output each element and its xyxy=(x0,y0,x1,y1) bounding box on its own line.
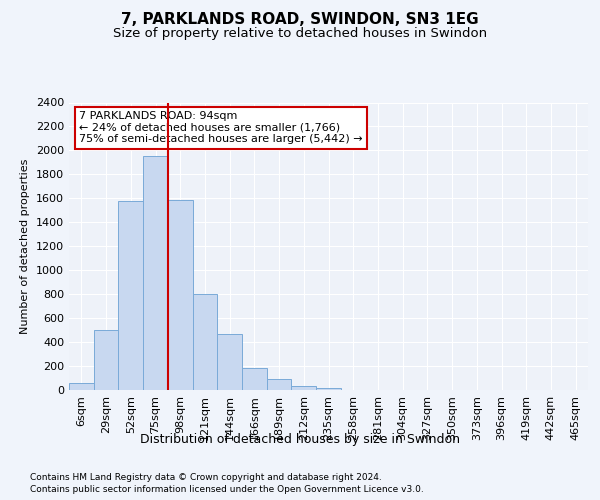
Bar xyxy=(118,200,143,390)
Bar xyxy=(242,368,267,390)
Bar xyxy=(316,388,341,390)
Text: Contains public sector information licensed under the Open Government Licence v3: Contains public sector information licen… xyxy=(30,485,424,494)
Bar xyxy=(69,384,94,390)
Bar xyxy=(168,200,193,390)
Text: Contains HM Land Registry data © Crown copyright and database right 2024.: Contains HM Land Registry data © Crown c… xyxy=(30,472,382,482)
Text: Distribution of detached houses by size in Swindon: Distribution of detached houses by size … xyxy=(140,432,460,446)
Text: 7, PARKLANDS ROAD, SWINDON, SN3 1EG: 7, PARKLANDS ROAD, SWINDON, SN3 1EG xyxy=(121,12,479,28)
Text: 7 PARKLANDS ROAD: 94sqm
← 24% of detached houses are smaller (1,766)
75% of semi: 7 PARKLANDS ROAD: 94sqm ← 24% of detache… xyxy=(79,111,363,144)
Bar xyxy=(267,379,292,390)
Bar xyxy=(193,294,217,390)
Bar xyxy=(292,386,316,390)
Bar xyxy=(217,334,242,390)
Text: Size of property relative to detached houses in Swindon: Size of property relative to detached ho… xyxy=(113,28,487,40)
Bar xyxy=(143,156,168,390)
Bar xyxy=(94,330,118,390)
Y-axis label: Number of detached properties: Number of detached properties xyxy=(20,158,31,334)
